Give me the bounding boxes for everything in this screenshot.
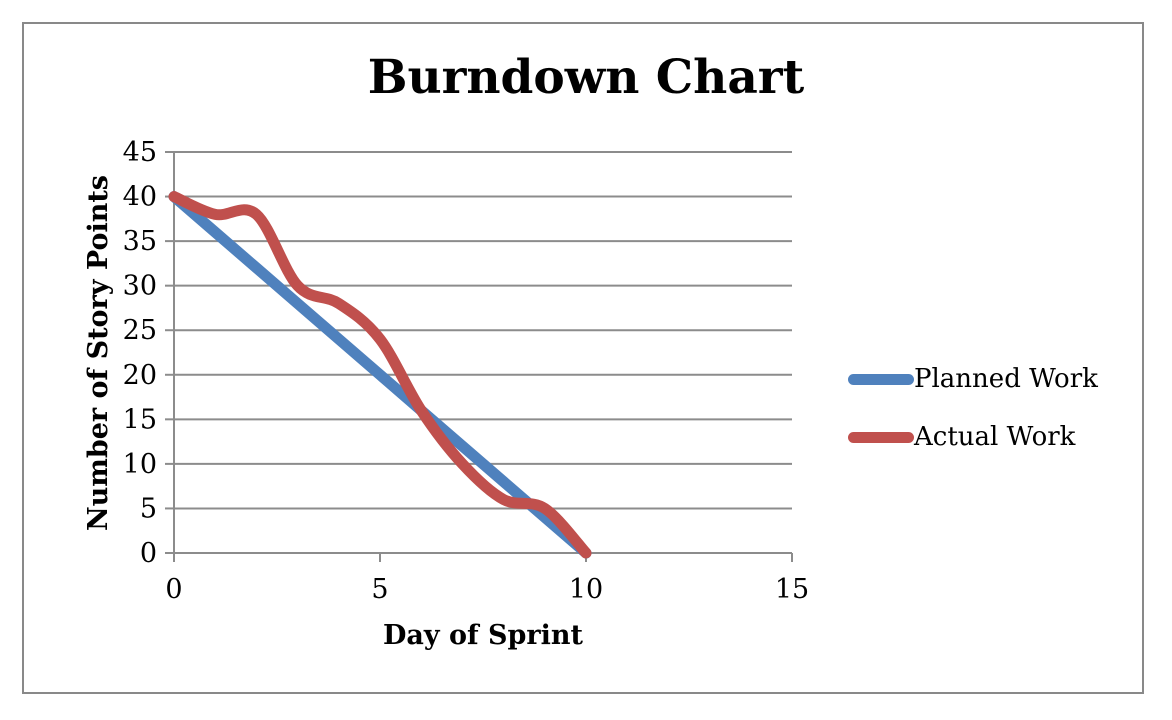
y-tick-label-35: 35 [123,226,157,257]
y-axis-title: Number of Story Points [83,174,114,532]
legend-item-planned-work: Planned Work [848,364,1098,394]
legend-label-planned-work: Planned Work [914,364,1098,394]
legend: Planned Work Actual Work [848,364,1098,481]
y-tick-label-10: 10 [123,449,157,480]
y-tick-label-0: 0 [140,538,157,569]
planned-work-line-swatch [848,373,914,385]
chart-title: Burndown Chart [367,50,805,105]
y-tick-label-30: 30 [123,271,157,302]
x-tick-label-10: 10 [569,574,603,605]
y-tick-label-45: 45 [123,137,157,168]
series-line-planned-work [168,191,592,559]
legend-label-actual-work: Actual Work [914,422,1076,452]
series-line-actual-work [168,191,592,559]
y-tick-label-40: 40 [123,182,157,213]
x-tick-label-15: 15 [775,574,809,605]
chart-border-frame [22,22,1144,694]
y-tick-label-15: 15 [123,404,157,435]
y-tick-label-25: 25 [123,315,157,346]
x-tick-label-0: 0 [165,574,182,605]
actual-work-line-swatch [848,431,914,443]
x-axis-title: Day of Sprint [383,620,583,651]
x-tick-label-5: 5 [371,574,388,605]
y-tick-label-20: 20 [123,360,157,391]
legend-item-actual-work: Actual Work [848,422,1098,452]
y-tick-label-5: 5 [140,493,157,524]
